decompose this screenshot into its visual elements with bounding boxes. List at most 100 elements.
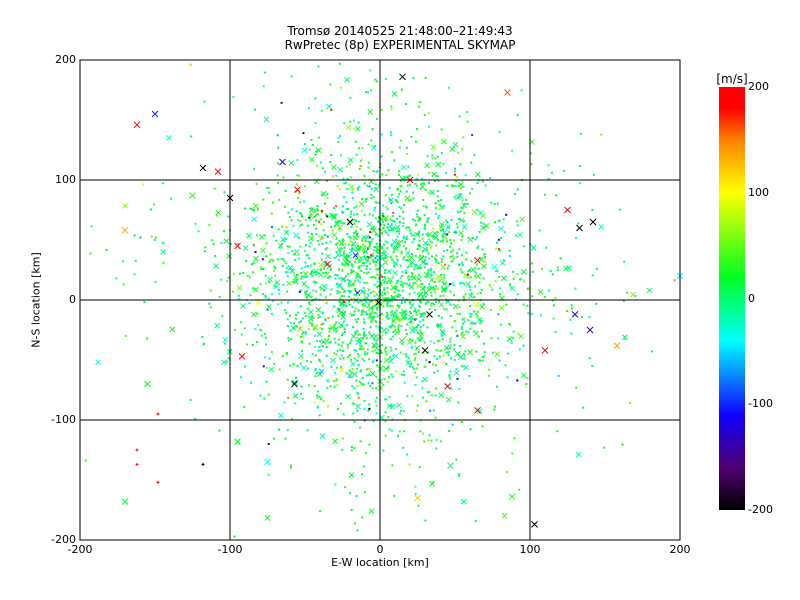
data-point [307,254,310,257]
data-point [263,116,270,123]
data-point [328,327,331,330]
data-point [424,366,427,369]
data-point [299,362,302,365]
data-point [392,270,398,276]
data-point [352,119,355,122]
data-point [588,316,591,319]
data-point [223,191,226,194]
data-point [441,281,448,287]
data-point [425,189,428,192]
data-point [375,339,378,342]
data-point [243,327,246,330]
data-point [401,164,407,171]
data-point [280,301,283,304]
data-point [374,257,377,260]
data-point [377,385,384,391]
data-point [413,237,416,240]
data-point [385,315,388,318]
data-point [339,250,342,253]
data-point [391,259,394,262]
data-point [358,201,365,207]
data-point [352,252,359,259]
data-point [432,363,435,366]
data-point [383,287,386,290]
data-point [456,312,459,315]
data-point [496,202,499,205]
data-point [377,365,384,372]
data-point [439,440,442,443]
data-point [488,177,491,180]
data-point [342,252,345,255]
data-point [336,384,339,387]
data-point [375,412,378,415]
data-point [440,287,447,294]
data-point [438,392,445,398]
data-point [322,311,325,314]
data-point [315,290,318,293]
data-point [299,220,302,223]
data-point [419,254,422,257]
data-point [461,235,464,238]
data-point [359,259,362,262]
data-point [245,259,248,262]
data-point [424,295,427,298]
data-point [401,342,404,345]
data-point [374,183,377,186]
data-point [421,237,424,240]
data-point [310,271,313,274]
data-point [397,328,400,331]
data-point [457,193,463,200]
data-point [390,202,393,205]
data-point [442,361,445,364]
data-point [252,286,259,293]
data-point [348,300,351,303]
data-point [418,267,421,270]
data-point [424,302,427,305]
data-point [357,253,360,256]
data-point [343,301,346,304]
data-point [344,257,347,260]
data-point [440,151,443,154]
data-point [355,349,358,352]
data-point [417,324,420,327]
data-point [530,312,533,315]
data-point [304,219,307,222]
data-point-marker [144,380,151,388]
data-point [269,259,272,262]
data-point [449,283,452,286]
data-point [508,254,511,257]
data-point [363,347,366,350]
data-point [405,316,408,319]
data-point [266,304,272,310]
data-point [369,276,372,279]
data-point [436,231,439,234]
data-point [390,284,397,291]
data-point [555,194,558,197]
data-point [359,370,362,373]
data-point [320,268,323,271]
data-point [314,210,317,213]
data-point [353,293,356,296]
data-point [451,255,454,258]
data-point [427,111,430,114]
data-point [372,249,375,252]
data-point [342,311,345,314]
data-point-marker [571,311,579,318]
data-point [502,218,505,221]
data-point [284,271,287,274]
data-point [215,214,218,217]
data-point [340,277,343,280]
data-point [300,340,303,343]
data-point [430,294,433,297]
data-point [450,357,453,360]
data-point [350,509,353,512]
data-point [295,313,298,316]
data-point [343,261,350,267]
data-point [368,245,371,248]
data-point [331,175,334,178]
data-point [386,226,389,229]
data-point [296,364,299,367]
data-point [422,255,425,258]
data-point [369,231,372,234]
data-point [312,271,315,274]
